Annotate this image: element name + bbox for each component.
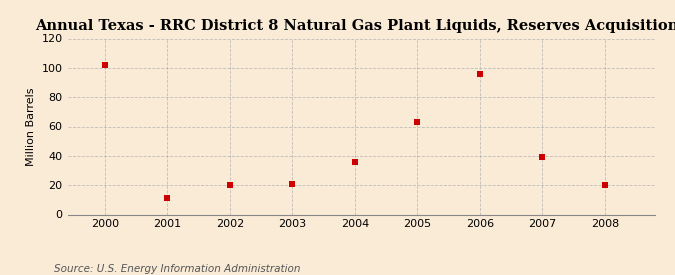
Point: [599, 183, 610, 187]
Point: [412, 120, 423, 124]
Point: [225, 183, 236, 187]
Point: [350, 160, 360, 164]
Title: Annual Texas - RRC District 8 Natural Gas Plant Liquids, Reserves Acquisitions: Annual Texas - RRC District 8 Natural Ga…: [35, 19, 675, 33]
Point: [100, 63, 111, 67]
Point: [162, 196, 173, 200]
Point: [537, 155, 547, 160]
Text: Source: U.S. Energy Information Administration: Source: U.S. Energy Information Administ…: [54, 264, 300, 274]
Y-axis label: Million Barrels: Million Barrels: [26, 87, 36, 166]
Point: [287, 182, 298, 186]
Point: [475, 72, 485, 76]
